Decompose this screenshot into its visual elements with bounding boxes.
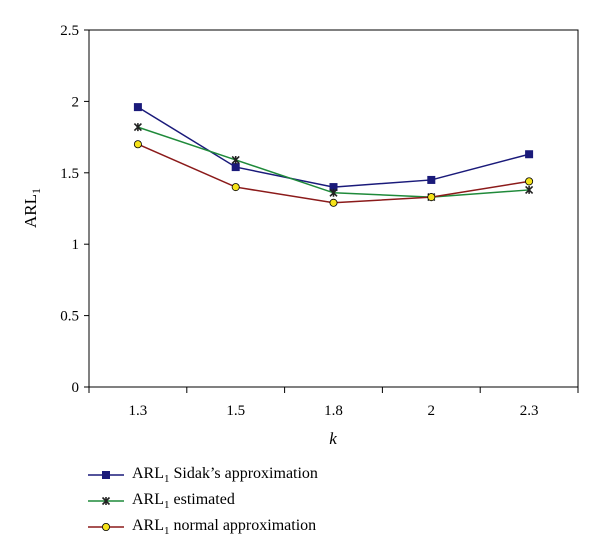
legend-label-rest: normal approximation (169, 516, 317, 534)
y-tick-label: 1.5 (60, 166, 79, 182)
y-axis-title: ARL1 (21, 188, 43, 228)
legend: ARL1 Sidak’s approximation ARL1 estimated… (88, 462, 318, 540)
data-point (101, 496, 111, 506)
legend-label: ARL1 Sidak’s approximation (132, 465, 318, 485)
data-point (133, 140, 142, 149)
y-axis-title-main: ARL (21, 194, 40, 228)
series-2 (133, 123, 534, 202)
series-layer (133, 103, 534, 207)
x-tick-label: 1.5 (226, 403, 245, 419)
legend-label-rest: Sidak’s approximation (169, 464, 318, 482)
legend-label-subscript: 1 (164, 525, 170, 538)
x-axis-title: k (329, 429, 337, 448)
legend-label: ARL1 normal approximation (132, 517, 316, 537)
data-point (427, 175, 436, 184)
data-point (101, 523, 110, 531)
x-tick-label: 2 (428, 403, 436, 419)
y-tick-label: 2.5 (60, 23, 79, 39)
x-tick-label: 1.3 (129, 403, 148, 419)
legend-item: ARL1 normal approximation (88, 514, 318, 540)
data-point (102, 471, 110, 479)
data-point (525, 150, 534, 159)
legend-swatch (88, 471, 124, 479)
legend-item: ARL1 Sidak’s approximation (88, 462, 318, 488)
data-point (427, 193, 436, 202)
x-tick-label: 1.8 (324, 403, 343, 419)
legend-label-main: ARL (132, 464, 164, 482)
x-axis: 1.3 1.5 1.8 2 2.3 (88, 387, 579, 419)
plot-area-frame (88, 29, 579, 388)
legend-label-subscript: 1 (164, 473, 170, 486)
data-point (329, 188, 338, 197)
data-point (231, 155, 240, 165)
y-axis: 0 0.5 1 1.5 2 2.5 (60, 23, 89, 396)
y-tick-label: 1 (72, 237, 80, 253)
legend-label: ARL1 estimated (132, 491, 235, 511)
legend-label-rest: estimated (169, 490, 235, 508)
legend-swatch (88, 496, 124, 506)
y-tick-label: 0 (72, 380, 80, 396)
legend-item: ARL1 estimated (88, 488, 318, 514)
data-point (231, 163, 240, 172)
data-point (133, 103, 142, 112)
line-chart: 00.511.522.5 1.3 1.5 1.8 2 2.3 ARL1 k (21, 23, 579, 448)
y-axis-title-subscript: 1 (29, 188, 43, 194)
series-1 (133, 103, 534, 192)
data-point (133, 123, 142, 132)
data-point (329, 198, 338, 207)
data-point (231, 183, 240, 192)
legend-label-main: ARL (132, 490, 164, 508)
legend-swatch (88, 523, 124, 531)
x-tick-label: 2.3 (520, 403, 539, 419)
y-tick-label: 0.5 (60, 309, 79, 325)
legend-label-main: ARL (132, 516, 164, 534)
data-point (525, 185, 534, 195)
data-point (525, 177, 534, 186)
legend-label-subscript: 1 (164, 499, 170, 512)
y-tick-label: 2 (72, 94, 80, 110)
series-3 (133, 140, 534, 207)
